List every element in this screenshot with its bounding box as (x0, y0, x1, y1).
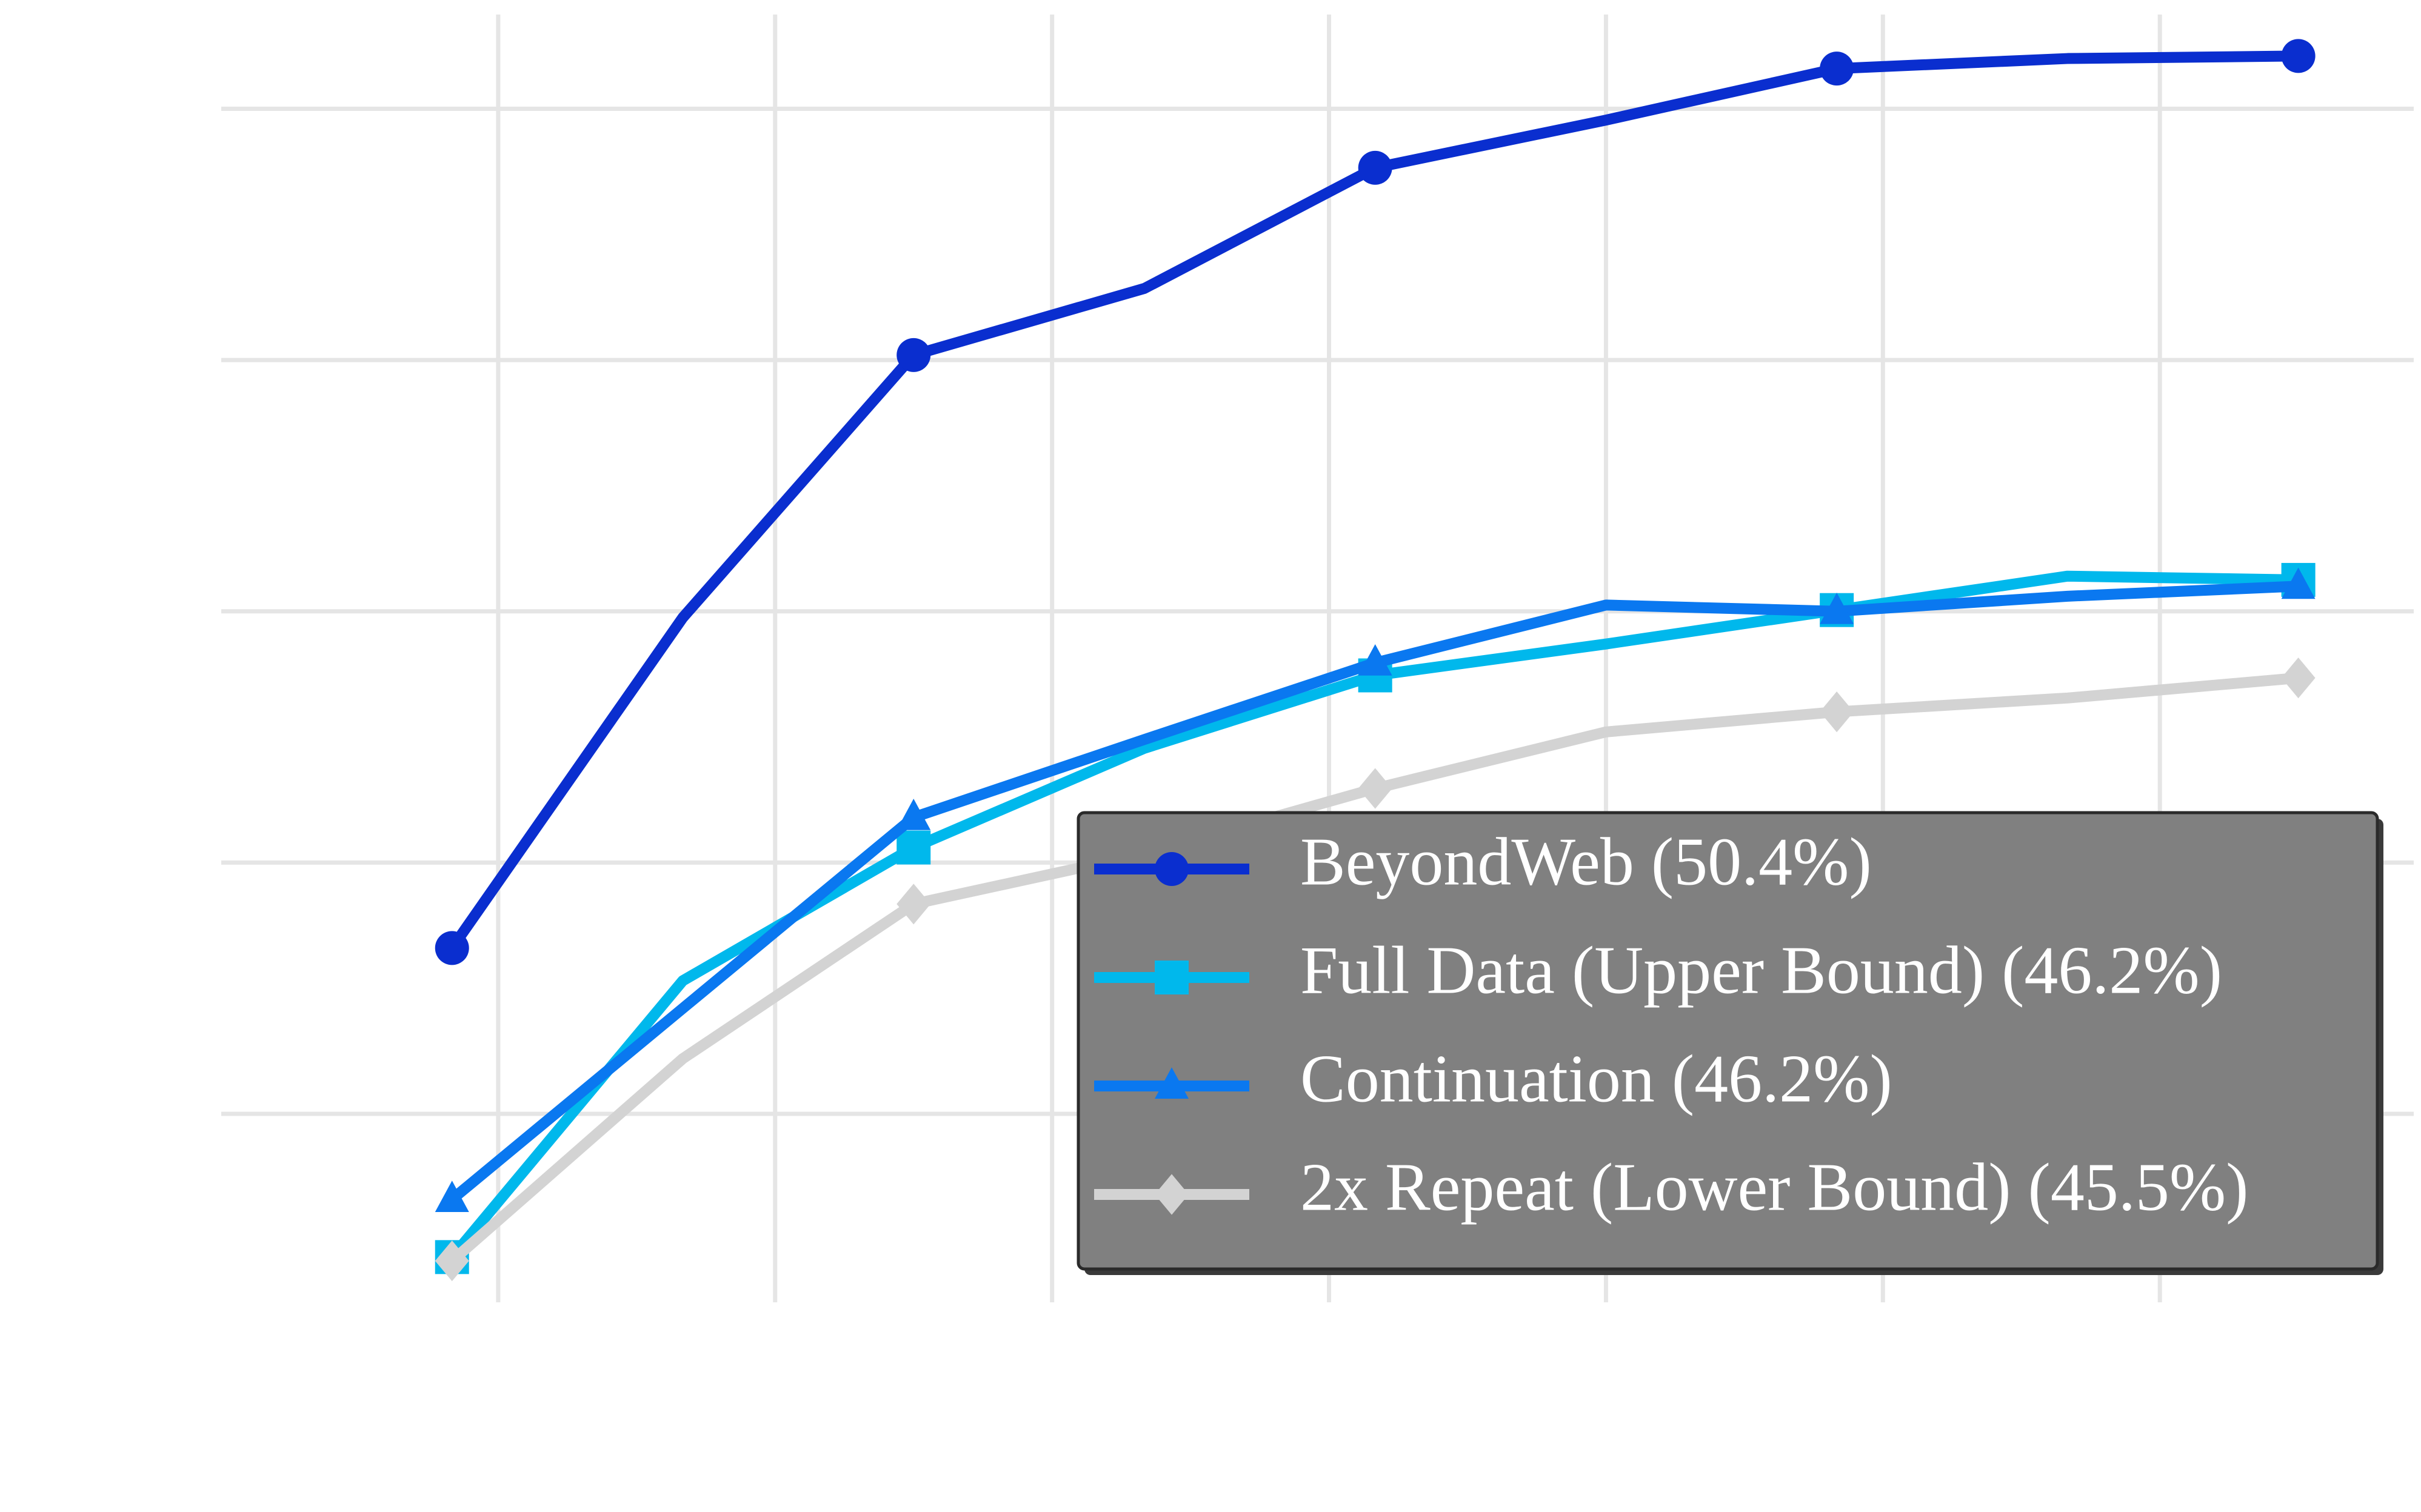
marker (897, 830, 931, 865)
marker (897, 884, 931, 925)
marker (435, 931, 469, 965)
marker (1820, 52, 1854, 86)
legend-label: BeyondWeb (50.4%) (1300, 825, 1872, 900)
marker (1155, 961, 1189, 994)
legend: BeyondWeb (50.4%) Full Data (Upper Bound)… (1077, 811, 2383, 1275)
marker (2281, 658, 2316, 699)
marker (2281, 567, 2316, 599)
marker (897, 338, 931, 372)
marker (1155, 1067, 1189, 1099)
marker (435, 1240, 469, 1282)
marker (1358, 150, 1392, 185)
marker (897, 798, 931, 830)
marker (1820, 592, 1854, 624)
marker (435, 1181, 469, 1212)
legend-label: 2x Repeat (Lower Bound) (45.5%) (1300, 1150, 2248, 1225)
marker (2281, 39, 2316, 73)
legend-label: Continuation (46.2%) (1300, 1042, 1892, 1117)
legend-box (1077, 811, 2379, 1271)
marker (1820, 691, 1854, 733)
marker (1358, 768, 1392, 809)
legend-label: Full Data (Upper Bound) (46.2%) (1300, 933, 2222, 1008)
marker (1155, 852, 1189, 886)
marker (1155, 1174, 1189, 1215)
marker (1358, 644, 1392, 676)
